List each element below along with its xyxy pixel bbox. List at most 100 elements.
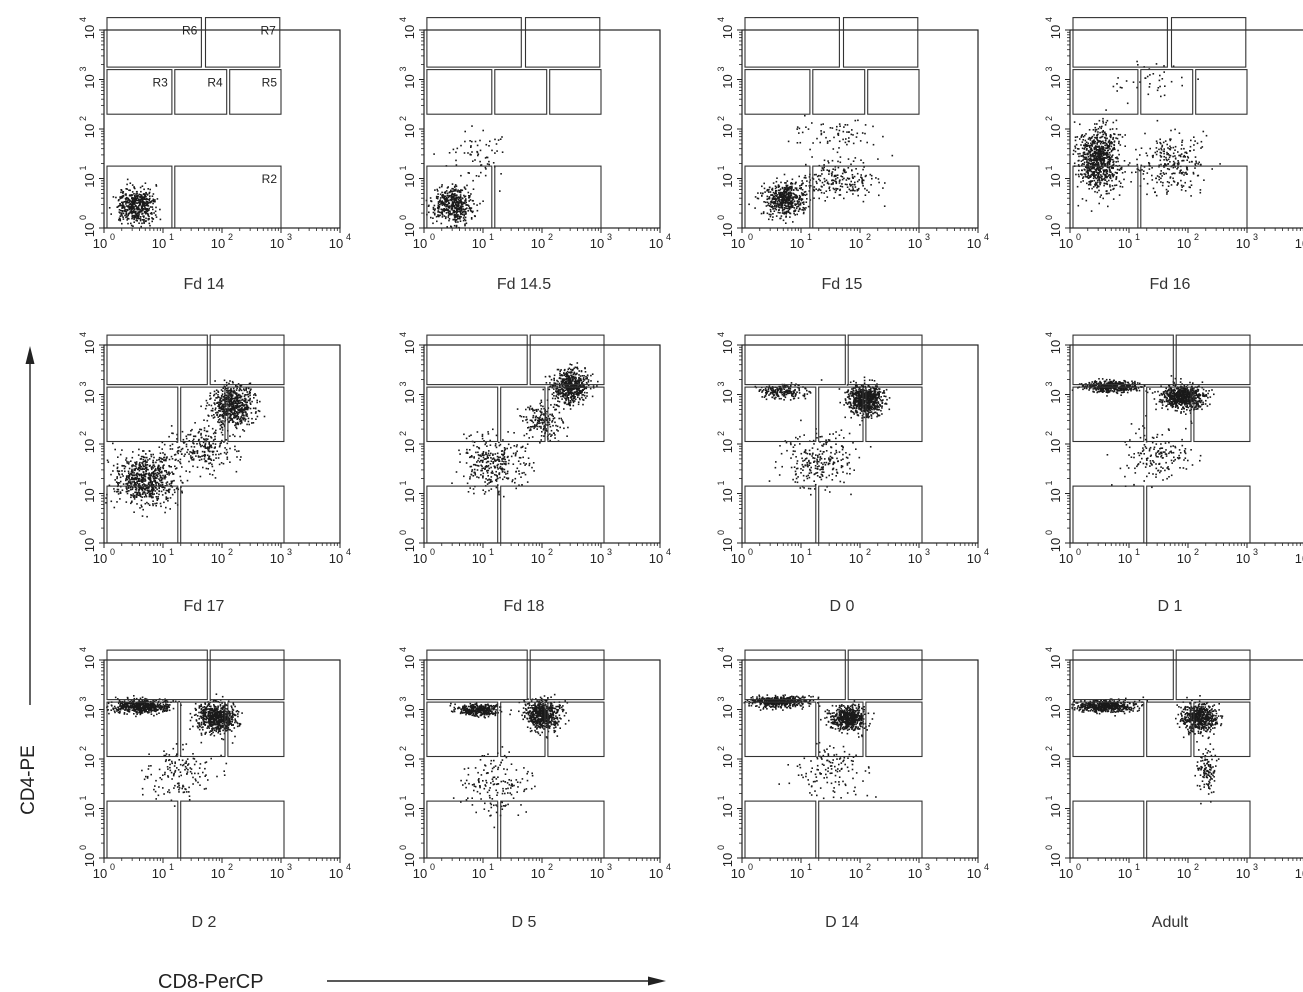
y-tick-exponent: 0 [1044,215,1054,220]
data-point [237,402,240,404]
data-point [143,215,145,217]
data-point [1086,158,1088,160]
data-point [241,402,243,404]
data-point [170,455,173,458]
data-point [217,457,220,459]
data-point [192,459,195,461]
data-point [797,205,800,208]
data-point [124,200,127,203]
data-point [1164,85,1166,87]
data-point [138,479,140,482]
data-point [789,201,792,203]
data-point [239,401,242,403]
x-tick-exponent: 0 [110,547,115,557]
data-point [1183,174,1185,176]
data-point [197,432,200,434]
data-point [127,486,130,488]
data-point [792,192,795,195]
x-tick-label: 10 [1236,236,1250,251]
data-point [456,207,458,209]
data-point [118,470,121,472]
data-point [134,496,136,498]
data-point [1098,119,1101,122]
data-point [152,208,154,211]
data-point [142,465,145,468]
data-point [452,197,455,199]
data-point [144,478,146,480]
data-point [242,411,245,414]
data-point [140,190,142,193]
data-point [463,196,466,198]
data-point [1163,152,1165,155]
data-point [1092,143,1094,145]
data-point [794,196,797,199]
data-point [191,459,193,461]
data-point [249,397,251,400]
data-point [778,209,780,211]
data-point [1088,168,1091,170]
data-point [176,487,178,489]
data-point [444,195,446,198]
data-point [1177,161,1180,164]
x-tick-label: 10 [590,236,604,251]
data-point [235,422,237,424]
data-point [1184,172,1186,174]
data-point [213,394,215,397]
data-point [1194,156,1197,158]
data-point [772,216,774,218]
data-point [144,208,147,211]
data-point [164,470,166,472]
data-point [181,481,184,484]
data-point [1159,159,1162,162]
data-point [452,202,455,205]
data-point [214,443,217,445]
y-tick-exponent: 2 [398,116,408,121]
data-point [1160,152,1163,154]
data-point [188,453,190,455]
data-point [1107,162,1109,164]
data-point [1182,171,1184,174]
data-point [1125,80,1128,82]
data-point [802,201,805,203]
data-point [221,426,223,429]
data-point [1096,157,1098,160]
data-point [768,218,770,221]
data-point [838,140,841,143]
data-point [137,198,140,201]
data-point [177,452,179,455]
data-point [461,197,464,200]
data-point [216,411,218,414]
data-point [204,460,207,462]
data-point [460,208,463,211]
data-point [234,400,237,402]
data-point [1108,139,1111,142]
data-point [790,204,793,206]
y-tick-label: 10 [402,223,417,237]
data-point [779,188,782,190]
data-point [155,469,157,471]
data-point [142,476,145,479]
data-point [1170,147,1172,149]
data-point [1166,159,1168,162]
data-point [1078,148,1080,150]
data-point [241,399,243,401]
data-point [840,175,842,177]
data-point [138,205,140,207]
data-point [134,198,136,201]
data-point [837,160,839,163]
data-point [1197,78,1199,80]
data-point [1190,195,1192,197]
data-point [1097,145,1099,148]
data-point [147,213,149,216]
data-point [113,506,116,509]
data-point [203,445,205,448]
data-point [1097,181,1099,183]
data-point [496,150,498,152]
data-point [785,215,787,218]
data-point [179,462,182,465]
data-point [852,177,854,179]
data-point [1074,147,1077,149]
data-point [774,193,776,195]
data-point [444,208,447,211]
data-point [859,140,862,142]
